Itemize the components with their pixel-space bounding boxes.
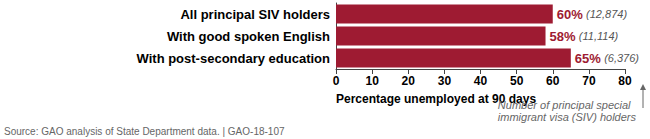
svg-text:Number of principal special: Number of principal special bbox=[498, 99, 631, 111]
svg-text:immigrant visa (SIV) holders: immigrant visa (SIV) holders bbox=[498, 111, 637, 123]
svg-text:80: 80 bbox=[618, 74, 632, 88]
svg-text:Source: GAO analysis of State: Source: GAO analysis of State Department… bbox=[4, 126, 285, 137]
svg-text:20: 20 bbox=[402, 74, 416, 88]
svg-text:With good spoken English: With good spoken English bbox=[167, 29, 330, 44]
svg-text:Percentage unemployed at 90 da: Percentage unemployed at 90 days bbox=[336, 92, 537, 106]
svg-text:10: 10 bbox=[365, 74, 379, 88]
svg-text:0: 0 bbox=[333, 74, 340, 88]
svg-text:All principal SIV holders: All principal SIV holders bbox=[180, 7, 330, 22]
svg-text:40: 40 bbox=[474, 74, 488, 88]
svg-text:70: 70 bbox=[582, 74, 596, 88]
svg-text:60%: 60% bbox=[557, 7, 583, 22]
svg-text:50: 50 bbox=[510, 74, 524, 88]
svg-text:60: 60 bbox=[546, 74, 560, 88]
svg-text:58%: 58% bbox=[550, 29, 576, 44]
svg-text:(11,114): (11,114) bbox=[579, 30, 619, 42]
svg-text:(6,376): (6,376) bbox=[604, 52, 639, 64]
svg-text:65%: 65% bbox=[575, 51, 601, 66]
svg-text:With post-secondary education: With post-secondary education bbox=[137, 51, 331, 66]
svg-text:(12,874): (12,874) bbox=[586, 8, 627, 20]
svg-text:30: 30 bbox=[438, 74, 452, 88]
